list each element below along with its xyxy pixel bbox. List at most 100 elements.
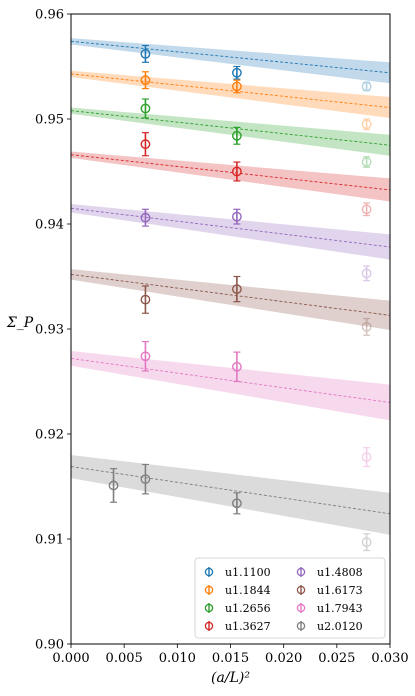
- legend-label: u1.1844: [225, 584, 271, 597]
- data-point-u1.1100: [361, 81, 372, 92]
- fit-line-u1.6173: [70, 273, 391, 316]
- data-marker: [231, 81, 242, 92]
- fit-band-u2.0120: [71, 455, 390, 535]
- y-axis-ticks: 0.90 0.91 0.92 0.93 0.94 0.95 0.96: [35, 8, 71, 653]
- x-tick-label: 0.025: [318, 651, 355, 666]
- data-point-u2.0120: [231, 492, 242, 515]
- legend-marker: [296, 585, 306, 595]
- legend-marker: [204, 603, 214, 613]
- data-point-u1.1844: [361, 118, 372, 131]
- fit-band-u1.7943: [71, 351, 390, 421]
- data-point-u1.2656: [231, 126, 242, 145]
- legend-label: u1.6173: [317, 584, 363, 597]
- data-point-u1.2656: [361, 156, 372, 168]
- fit-line-u1.4808: [70, 207, 391, 248]
- legend-marker: [204, 567, 214, 577]
- data-marker: [231, 361, 242, 372]
- data-point-u2.0120: [361, 533, 372, 552]
- data-point-u1.1100: [140, 44, 151, 63]
- legend-marker: [296, 621, 306, 631]
- data-point-u1.6173: [361, 317, 372, 336]
- y-tick-label: 0.95: [35, 113, 64, 128]
- legend-entry-u1.2656: u1.2656: [204, 602, 271, 615]
- y-tick-label: 0.90: [35, 638, 64, 653]
- fit-band-u1.3627: [71, 151, 390, 202]
- x-tick-label: 0.015: [212, 651, 249, 666]
- legend-entry-u2.0120: u2.0120: [296, 620, 363, 633]
- fit-line-u1.3627: [70, 154, 391, 191]
- fit-lines: [70, 40, 391, 515]
- data-point-u1.3627: [361, 202, 372, 217]
- legend-label: u1.3627: [225, 620, 271, 633]
- data-marker: [108, 480, 119, 491]
- data-marker: [231, 130, 242, 141]
- data-marker: [140, 75, 151, 86]
- x-axis-ticks: 0.000 0.005 0.010 0.015 0.020 0.025 0.030: [52, 644, 409, 666]
- data-marker: [231, 284, 242, 294]
- legend-entry-u1.7943: u1.7943: [296, 602, 363, 615]
- data-marker: [231, 67, 242, 78]
- legend-marker: [204, 621, 214, 631]
- data-marker: [361, 81, 372, 92]
- data-point-u1.1100: [231, 65, 242, 80]
- data-point-u1.1844: [231, 79, 242, 94]
- data-marker: [231, 166, 242, 177]
- data-point-u1.3627: [231, 161, 242, 182]
- legend-label: u1.4808: [317, 566, 363, 579]
- legend-marker: [296, 567, 306, 577]
- data-marker: [361, 537, 372, 548]
- x-tick-label: 0.005: [106, 651, 143, 666]
- x-tick-label: 0.010: [159, 651, 196, 666]
- y-tick-label: 0.92: [35, 428, 64, 443]
- data-marker: [140, 103, 151, 114]
- data-marker: [361, 119, 372, 130]
- x-axis-label: (a/L)²: [211, 670, 250, 686]
- legend-box: [194, 557, 386, 639]
- y-tick-label: 0.91: [35, 533, 64, 548]
- legend-label: u1.2656: [225, 602, 271, 615]
- legend: u1.1100 u1.1844 u1.2656 u1.3627 u1.4808 u1.61…: [194, 557, 386, 639]
- data-point-u1.6173: [140, 285, 151, 314]
- x-tick-label: 0.030: [371, 651, 408, 666]
- y-tick-label: 0.94: [35, 218, 64, 233]
- data-point-u1.1844: [140, 71, 151, 90]
- data-marker: [140, 294, 151, 305]
- data-marker: [140, 351, 151, 362]
- legend-entry-u1.6173: u1.6173: [296, 584, 363, 597]
- y-axis-label: Σ_P: [6, 315, 34, 331]
- fit-line-u2.0120: [70, 466, 391, 515]
- legend-entry-u1.1844: u1.1844: [204, 584, 271, 597]
- data-marker: [361, 157, 372, 167]
- legend-label: u1.1100: [225, 566, 271, 579]
- data-point-u2.0120: [140, 463, 151, 495]
- data-point-u2.0120: [108, 468, 119, 503]
- fit-line-u1.7943: [70, 357, 391, 403]
- legend-marker: [296, 603, 306, 613]
- legend-marker: [204, 585, 214, 595]
- data-marker: [140, 474, 151, 485]
- data-point-u1.7943: [231, 351, 242, 383]
- data-point-u1.7943: [140, 341, 151, 372]
- data-point-u1.4808: [140, 208, 151, 227]
- fit-line-u1.1100: [70, 40, 391, 74]
- y-tick-label: 0.93: [35, 323, 64, 338]
- data-marker: [140, 49, 151, 59]
- legend-label: u1.7943: [317, 602, 363, 615]
- data-marker: [140, 139, 151, 150]
- data-marker: [361, 321, 372, 332]
- data-points: [108, 44, 372, 552]
- data-marker: [231, 498, 242, 509]
- data-marker: [361, 204, 372, 215]
- data-point-u1.6173: [231, 275, 242, 303]
- legend-label: u2.0120: [317, 620, 363, 633]
- data-marker: [361, 452, 372, 462]
- data-marker: [140, 212, 151, 223]
- fit-line-u1.2656: [70, 110, 391, 146]
- data-point-u1.3627: [140, 132, 151, 157]
- data-marker: [231, 211, 242, 222]
- data-point-u1.7943: [361, 447, 372, 468]
- data-point-u1.4808: [231, 208, 242, 225]
- legend-entry-u1.4808: u1.4808: [296, 566, 363, 579]
- data-marker: [361, 268, 372, 279]
